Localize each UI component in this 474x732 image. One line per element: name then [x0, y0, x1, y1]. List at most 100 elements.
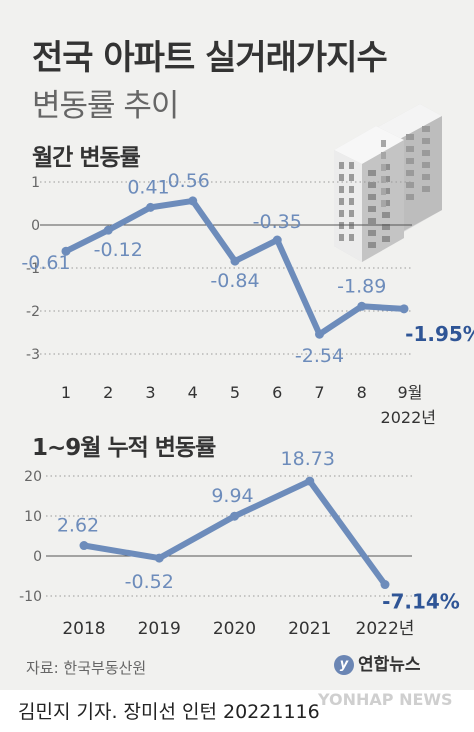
building-window [381, 188, 386, 195]
data-point [305, 476, 315, 486]
building-window [382, 212, 390, 218]
building-window [406, 170, 414, 176]
building-window [381, 152, 386, 159]
data-label: 18.73 [281, 448, 335, 470]
credit-line: 김민지 기자. 장미선 인턴 20221116 [18, 701, 320, 723]
yonhap-logo-text: 연합뉴스 [358, 655, 421, 675]
data-label: 9.94 [211, 485, 253, 507]
building-window [349, 174, 354, 181]
building-window [339, 210, 344, 217]
cumulative-chart-title: 1~9월 누적 변동률 [32, 435, 216, 461]
building-window [422, 126, 430, 132]
data-label: -0.84 [210, 270, 259, 292]
cumulative-chart-x-axis: 2018 2019 2020 2021 2022년 [62, 619, 414, 639]
building-window [406, 134, 414, 140]
data-label: -1.95% [405, 322, 474, 346]
x-tick-label: 4 [188, 383, 198, 402]
building-window [422, 138, 430, 144]
building-window [382, 236, 390, 242]
page-subtitle: 변동률 추이 [32, 88, 179, 124]
source-note: 자료: 한국부동산원 [26, 659, 147, 677]
data-point [399, 304, 409, 314]
monthly-chart-series [61, 196, 409, 339]
data-label: -0.35 [253, 211, 302, 233]
x-tick-label: 8 [357, 383, 367, 402]
data-point [146, 202, 155, 212]
building-window [339, 198, 344, 205]
building-window [349, 186, 354, 193]
data-label: -0.52 [125, 571, 174, 593]
cumulative-chart-series [79, 476, 390, 590]
data-point [272, 235, 282, 245]
x-year-label: 2022년 [381, 408, 436, 427]
y-tick-label: 1 [31, 175, 40, 191]
data-point [154, 553, 164, 563]
building-window [368, 218, 376, 224]
data-point [315, 329, 324, 339]
data-point [79, 541, 89, 551]
data-label: 0.41 [127, 176, 169, 198]
data-label: -2.54 [295, 345, 344, 367]
building-window [406, 158, 414, 164]
building-window [349, 162, 354, 169]
building-window [381, 140, 386, 147]
building-window [339, 234, 344, 241]
y-tick-label: 10 [24, 509, 42, 525]
data-point [357, 301, 367, 311]
data-point [230, 511, 239, 521]
building-window [381, 200, 386, 207]
x-tick-label: 6 [272, 383, 282, 402]
building-window [368, 194, 376, 200]
data-point [61, 246, 71, 256]
x-tick-label: 7 [314, 383, 324, 402]
cumulative-chart-y-axis: 20 10 0 -10 [19, 469, 42, 605]
y-tick-label: 0 [31, 218, 40, 234]
x-tick-label: 2 [103, 383, 113, 402]
x-tick-label: 2019 [138, 619, 181, 639]
monthly-chart-y-axis: 1 0 -1 -2 -3 [26, 175, 40, 363]
building-window [368, 182, 376, 188]
building-window [422, 174, 430, 180]
building-window [339, 174, 344, 181]
building-window [382, 224, 390, 230]
building-window [349, 234, 354, 241]
data-label: -7.14% [382, 590, 460, 614]
data-label: 2.62 [57, 515, 99, 537]
y-tick-label: -1 [26, 261, 40, 277]
building-window [339, 186, 344, 193]
building-window [368, 206, 376, 212]
data-point [103, 225, 113, 235]
data-label: -1.89 [337, 275, 386, 297]
data-point [188, 196, 198, 206]
building-window [368, 230, 376, 236]
monthly-chart-data-labels: -0.61 -0.12 0.410.56 -0.84 -0.35 -2.54 -1.89 -1… [21, 170, 474, 367]
building-window [406, 194, 414, 200]
x-tick-label: 5 [230, 383, 240, 402]
monthly-chart-title: 월간 변동률 [32, 145, 141, 171]
building-window [422, 186, 430, 192]
building-window [339, 162, 344, 169]
x-tick-label: 2018 [62, 619, 105, 639]
yonhap-logo-mark: y [334, 655, 354, 675]
x-tick-label: 2021 [288, 619, 331, 639]
watermark: YONHAP NEWS [318, 690, 453, 709]
data-point [230, 256, 240, 266]
x-tick-label: 2020 [213, 619, 256, 639]
building-window [381, 176, 386, 183]
cumulative-chart-grid [46, 475, 412, 597]
building-window [368, 170, 376, 176]
building-window [422, 162, 430, 168]
y-tick-label: -3 [26, 347, 40, 363]
building-window [422, 150, 430, 156]
yonhap-logo: y 연합뉴스 [334, 650, 421, 675]
data-label: -0.12 [94, 239, 143, 261]
data-label: -0.61 [21, 252, 70, 274]
building-window [381, 164, 386, 171]
y-tick-label: 0 [33, 549, 42, 565]
x-tick-label: 2022년 [356, 619, 415, 639]
infographic-card [0, 0, 474, 690]
monthly-chart-grid [40, 181, 412, 355]
building-window [368, 242, 376, 248]
